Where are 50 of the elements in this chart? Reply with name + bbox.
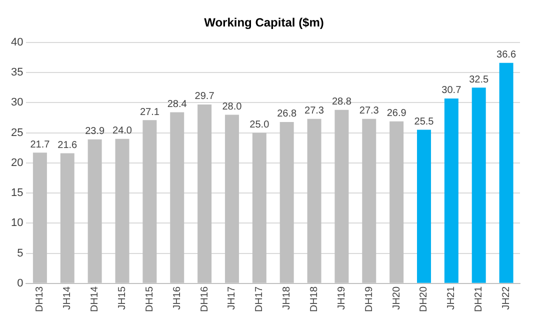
data-label: 27.1 (140, 106, 160, 118)
bar (444, 98, 458, 283)
data-label: 24.0 (112, 126, 132, 137)
x-tick-label: DH15 (144, 286, 156, 312)
y-tick-label: 40 (10, 36, 24, 48)
data-label: 28.8 (332, 96, 352, 108)
data-label: 28.0 (222, 101, 242, 112)
x-tick-label: JH15 (116, 286, 128, 310)
y-tick-label: 10 (10, 217, 24, 230)
x-tick-label: JH17 (226, 286, 238, 310)
data-label: 27.3 (304, 106, 324, 117)
data-label: 25.0 (250, 120, 270, 131)
data-label: 25.5 (414, 116, 434, 128)
x-tick-label: DH19 (364, 286, 375, 312)
data-label: 21.6 (58, 140, 78, 152)
x-tick-label: DH14 (90, 286, 101, 312)
bar (472, 88, 486, 283)
x-tick-label: JH18 (282, 286, 293, 310)
data-label: 29.7 (194, 91, 215, 102)
x-tick-label: DH16 (199, 286, 210, 312)
data-label: 28.4 (167, 99, 188, 110)
x-tick-label: JH22 (501, 286, 512, 310)
data-label: 23.9 (85, 126, 105, 138)
x-tick-label: JH14 (62, 286, 74, 310)
data-label: 27.3 (359, 106, 380, 117)
y-tick-label: 5 (17, 247, 24, 260)
x-tick-label: DH13 (34, 286, 46, 312)
bar (416, 130, 431, 283)
x-tick-label: DH18 (309, 286, 320, 312)
x-tick-label: JH16 (172, 286, 183, 310)
data-label: 36.6 (496, 50, 516, 61)
bar (499, 62, 514, 283)
x-tick-label: JH21 (446, 286, 458, 310)
x-tick-label: JH19 (336, 286, 348, 310)
data-label: 21.7 (30, 139, 50, 150)
data-label: 26.8 (277, 108, 297, 120)
x-tick-label: DH20 (418, 286, 430, 312)
x-tick-label: JH20 (391, 286, 402, 310)
y-tick-label: 20 (10, 156, 24, 169)
y-tick-label: 25 (10, 126, 24, 139)
data-label: 30.7 (442, 85, 462, 96)
y-tick-label: 35 (10, 66, 24, 79)
data-label: 32.5 (469, 74, 490, 86)
chart-title: Working Capital ($m) (204, 16, 324, 30)
y-tick-label: 0 (17, 277, 24, 290)
y-tick-label: 30 (10, 96, 24, 109)
x-tick-label: DH17 (254, 286, 266, 312)
x-tick-label: DH21 (474, 286, 485, 312)
data-label: 26.9 (386, 108, 407, 120)
y-tick-label: 15 (10, 187, 24, 200)
